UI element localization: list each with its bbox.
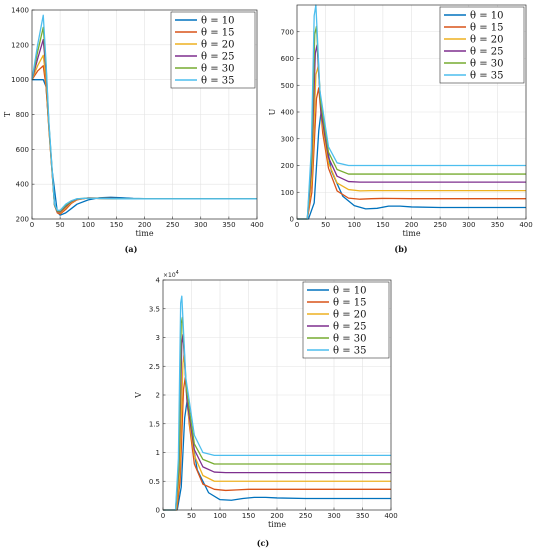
y-tick-label: 3 [156,334,160,342]
x-tick-label: 350 [356,512,369,520]
y-axis-label: T [3,111,12,117]
legend-label: θ = 15 [201,28,234,39]
panel-caption: (a) [125,244,138,254]
y-tick-label: 400 [16,181,29,189]
y-tick-label: 3.5 [149,305,160,313]
x-tick-label: 50 [321,221,330,229]
y-tick-label: 200 [281,162,294,170]
legend-box [302,281,390,359]
legend-label: θ = 30 [201,64,234,75]
x-tick-label: 350 [491,221,504,229]
x-tick-label: 100 [82,221,95,229]
y-tick-label: 0.5 [149,478,160,486]
series-line-0 [163,401,391,511]
legend-label: θ = 30 [470,59,503,70]
x-tick-label: 50 [187,512,196,520]
y-tick-label: 800 [16,111,29,119]
legend-box [170,11,256,89]
legend-label: θ = 15 [333,298,366,309]
x-tick-label: 200 [138,221,151,229]
y-tick-label: 1400 [11,7,29,15]
series-line-5 [163,295,391,511]
y-tick-label: 500 [281,82,294,90]
y-axis-multiplier: ×104 [163,270,179,279]
y-tick-label: 100 [281,189,294,197]
panel-caption: (b) [394,244,407,254]
x-axis-label: time [135,229,153,238]
x-tick-label: 250 [166,221,179,229]
y-axis-label: U [268,108,277,115]
legend: θ = 10θ = 15θ = 20θ = 25θ = 30θ = 35 [302,281,390,359]
y-tick-label: 4 [156,277,161,285]
x-tick-label: 200 [405,221,418,229]
series-line-2 [297,65,526,220]
y-tick-label: 0 [290,216,294,224]
chart-panel-2: 0 50 100 150 200 250 300 350 400 0 0.5 1 1.5 2 2.5 3 3.5… [134,270,398,548]
y-tick-label: 0 [156,507,160,515]
legend-label: θ = 30 [333,334,366,345]
y-axis-label: V [134,392,143,399]
x-tick-label: 300 [327,512,340,520]
legend-label: θ = 20 [201,40,234,51]
x-tick-label: 200 [270,512,283,520]
x-tick-label: 0 [30,221,34,229]
x-tick-label: 400 [250,221,263,229]
y-tick-label: 200 [16,216,29,224]
legend-label: θ = 15 [470,23,503,34]
series-line-2 [163,354,391,511]
x-tick-label: 350 [222,221,235,229]
chart-panel-1: 0 50 100 150 200 250 300 350 400 0 100 200 300 400 500… [268,4,533,254]
panel-caption: (c) [257,538,270,548]
legend-label: θ = 25 [333,322,366,333]
y-tick-label: 300 [281,135,294,143]
x-tick-label: 0 [295,221,299,229]
legend-box [439,6,525,84]
x-tick-label: 100 [348,221,361,229]
series-line-1 [163,377,391,511]
legend-label: θ = 10 [333,286,366,297]
x-tick-label: 150 [110,221,123,229]
legend-label: θ = 35 [333,346,366,357]
legend-label: θ = 10 [201,16,234,27]
y-tick-label: 700 [281,28,294,36]
series-line-5 [297,4,526,220]
x-tick-label: 400 [384,512,397,520]
x-tick-label: 150 [376,221,389,229]
legend-label: θ = 35 [201,76,234,87]
x-tick-label: 250 [433,221,446,229]
x-tick-label: 50 [56,221,65,229]
series-line-1 [297,87,526,220]
y-tick-label: 2 [156,392,160,400]
series-line-5 [31,14,257,211]
legend: θ = 10θ = 15θ = 20θ = 25θ = 30θ = 35 [170,11,256,89]
x-tick-label: 0 [161,512,165,520]
chart-panel-0: 0 50 100 150 200 250 300 350 400 200 400 600 800 1000… [3,7,264,255]
y-tick-label: 1200 [11,41,29,49]
legend-label: θ = 20 [333,310,366,321]
x-axis-label: time [402,229,420,238]
y-tick-label: 600 [16,146,29,154]
legend-label: θ = 35 [470,71,503,82]
y-tick-label: 2.5 [149,363,160,371]
legend-label: θ = 25 [470,47,503,58]
y-tick-label: 400 [281,109,294,117]
legend-label: θ = 25 [201,52,234,63]
legend-label: θ = 20 [470,35,503,46]
x-tick-label: 300 [194,221,207,229]
y-tick-label: 600 [281,55,294,63]
y-tick-label: 1.5 [149,420,160,428]
x-axis-label: time [268,520,286,529]
series-line-0 [297,111,526,220]
x-tick-label: 400 [519,221,532,229]
x-tick-label: 100 [213,512,226,520]
y-tick-label: 1000 [11,76,29,84]
x-tick-label: 250 [299,512,312,520]
x-tick-label: 300 [462,221,475,229]
legend-label: θ = 10 [470,11,503,22]
legend: θ = 10θ = 15θ = 20θ = 25θ = 30θ = 35 [439,6,525,84]
series-line-4 [163,316,391,511]
y-tick-label: 1 [156,449,160,457]
x-tick-label: 150 [242,512,255,520]
